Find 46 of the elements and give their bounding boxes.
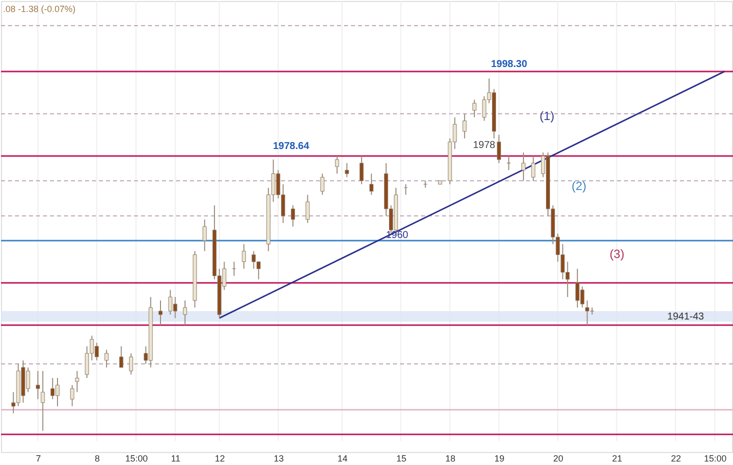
x-tick-label: 13	[274, 454, 284, 464]
x-tick-label: 20	[553, 454, 564, 464]
candlestick	[369, 173, 374, 196]
x-tick-label: 15:00	[125, 454, 148, 464]
candlestick	[360, 156, 364, 185]
annotation: (3)	[610, 247, 624, 261]
x-tick-label: 21	[612, 454, 622, 464]
candlestick	[521, 152, 526, 182]
x-tick-label: 15:00	[704, 454, 727, 464]
candlestick	[290, 204, 295, 227]
annotation: 1978	[473, 140, 496, 151]
candlestick	[496, 134, 501, 164]
candlestick	[306, 194, 310, 224]
candlestick	[40, 370, 45, 432]
text: .08 -1.38 (-0.07%)	[3, 4, 76, 14]
candlestick	[531, 156, 536, 182]
x-tick-label: 22	[670, 454, 682, 464]
candlestick	[320, 173, 324, 196]
annotation: 1978.64	[273, 141, 310, 152]
candlestick	[75, 370, 80, 393]
candlestick	[242, 244, 246, 270]
candlestick	[202, 218, 207, 252]
x-tick-label: 11	[171, 454, 180, 464]
band-label: 1941-43	[667, 311, 704, 322]
candlestick	[183, 300, 188, 326]
x-tick-label: 15	[396, 454, 406, 464]
x-tick-label: 14	[337, 454, 348, 464]
candlestick	[119, 346, 124, 368]
x-tick-label: 18	[445, 454, 456, 464]
x-tick-label: 12	[214, 454, 225, 464]
candlestick	[462, 113, 467, 139]
x-tick-label: 19	[494, 454, 504, 464]
x-tick-label: 7	[36, 454, 41, 464]
annotation: (2)	[572, 179, 586, 193]
annotation: (1)	[540, 109, 554, 123]
candlestick	[344, 162, 349, 178]
candlestick	[335, 156, 340, 174]
x-tick-label: 8	[94, 454, 100, 464]
annotation: 1960	[386, 230, 409, 241]
candlestick	[70, 384, 74, 407]
candlestick	[158, 300, 162, 326]
candlestick	[36, 370, 40, 400]
candlestick	[104, 349, 109, 368]
candlestick	[129, 352, 134, 375]
text: 1998.30	[491, 59, 528, 70]
candlestick	[472, 99, 476, 118]
